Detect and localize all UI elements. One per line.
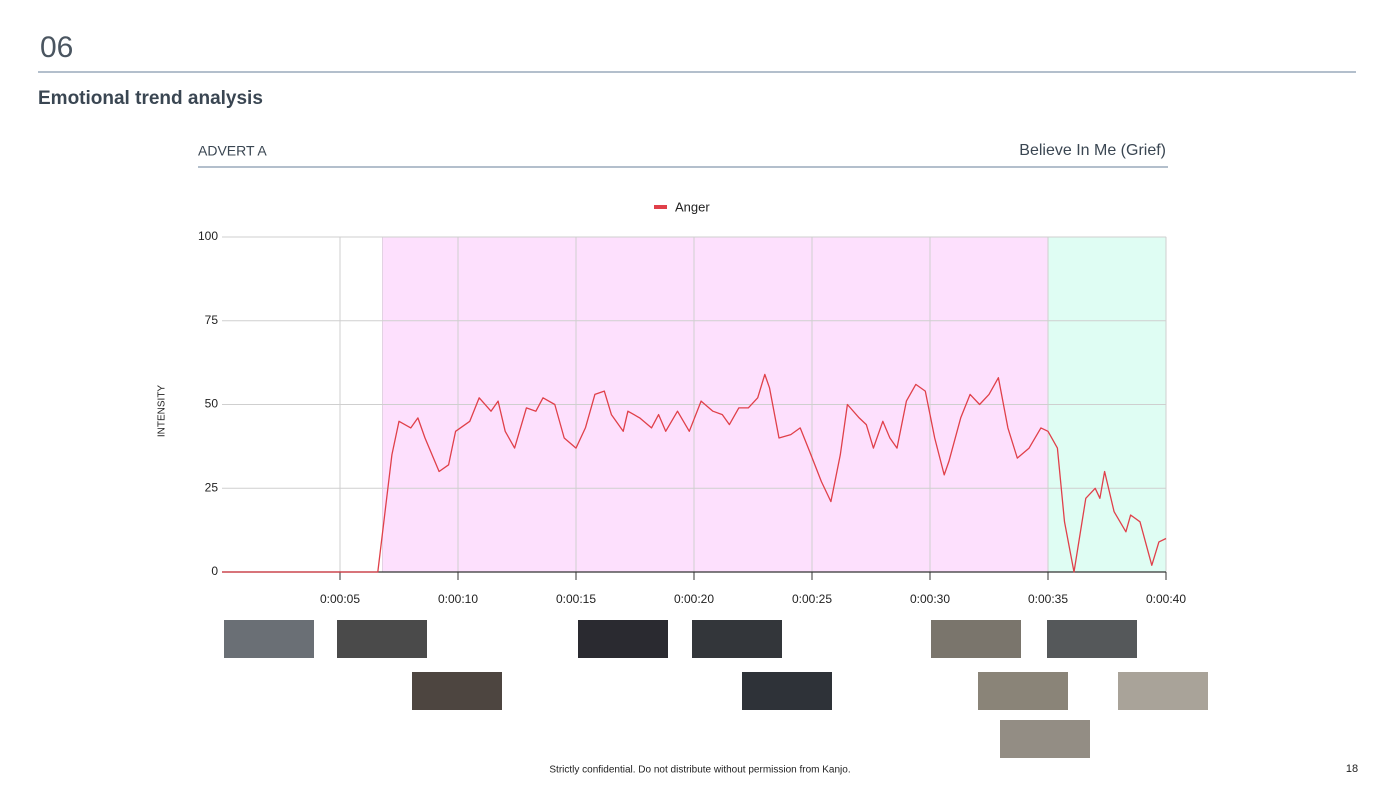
thumbnail	[978, 672, 1068, 710]
y-tick-label: 50	[205, 397, 219, 411]
page-title: Emotional trend analysis	[38, 88, 263, 109]
page-number: 18	[1346, 763, 1358, 775]
x-tick-label: 0:00:40	[1146, 592, 1186, 606]
thumbnail	[1000, 720, 1090, 758]
thumbnail	[692, 620, 782, 658]
footer-note: Strictly confidential. Do not distribute…	[549, 765, 850, 776]
thumbnail	[1047, 620, 1137, 658]
x-tick-label: 0:00:10	[438, 592, 478, 606]
thumbnail	[742, 672, 832, 710]
x-tick-label: 0:00:20	[674, 592, 714, 606]
legend-swatch	[654, 205, 667, 209]
line-series	[222, 373, 1167, 573]
thumbnail	[224, 620, 314, 658]
plot: 0 25 50 75 100 0:00:05 0:00:10 0:00:15 0:00:20 0:…	[198, 229, 1186, 606]
y-tick-label: 75	[205, 313, 219, 327]
x-tick-label: 0:00:15	[556, 592, 596, 606]
x-tick-label: 0:00:25	[792, 592, 832, 606]
x-tick-label: 0:00:05	[320, 592, 360, 606]
x-tick-label: 0:00:30	[910, 592, 950, 606]
section-number: 06	[40, 31, 73, 64]
y-axis-label: INTENSITY	[157, 385, 168, 438]
y-tick-label: 100	[198, 229, 218, 243]
thumbnail	[931, 620, 1021, 658]
panel-left-label: ADVERT A	[198, 143, 267, 159]
panel-right-label: Believe In Me (Grief)	[1019, 142, 1166, 159]
thumbnails	[224, 620, 1208, 758]
legend-label: Anger	[675, 199, 710, 214]
thumbnail	[578, 620, 668, 658]
thumbnail	[1118, 672, 1208, 710]
x-tick-label: 0:00:35	[1028, 592, 1068, 606]
y-tick-label: 25	[205, 480, 219, 494]
thumbnail	[412, 672, 502, 710]
thumbnail	[337, 620, 427, 658]
y-tick-label: 0	[211, 564, 218, 578]
